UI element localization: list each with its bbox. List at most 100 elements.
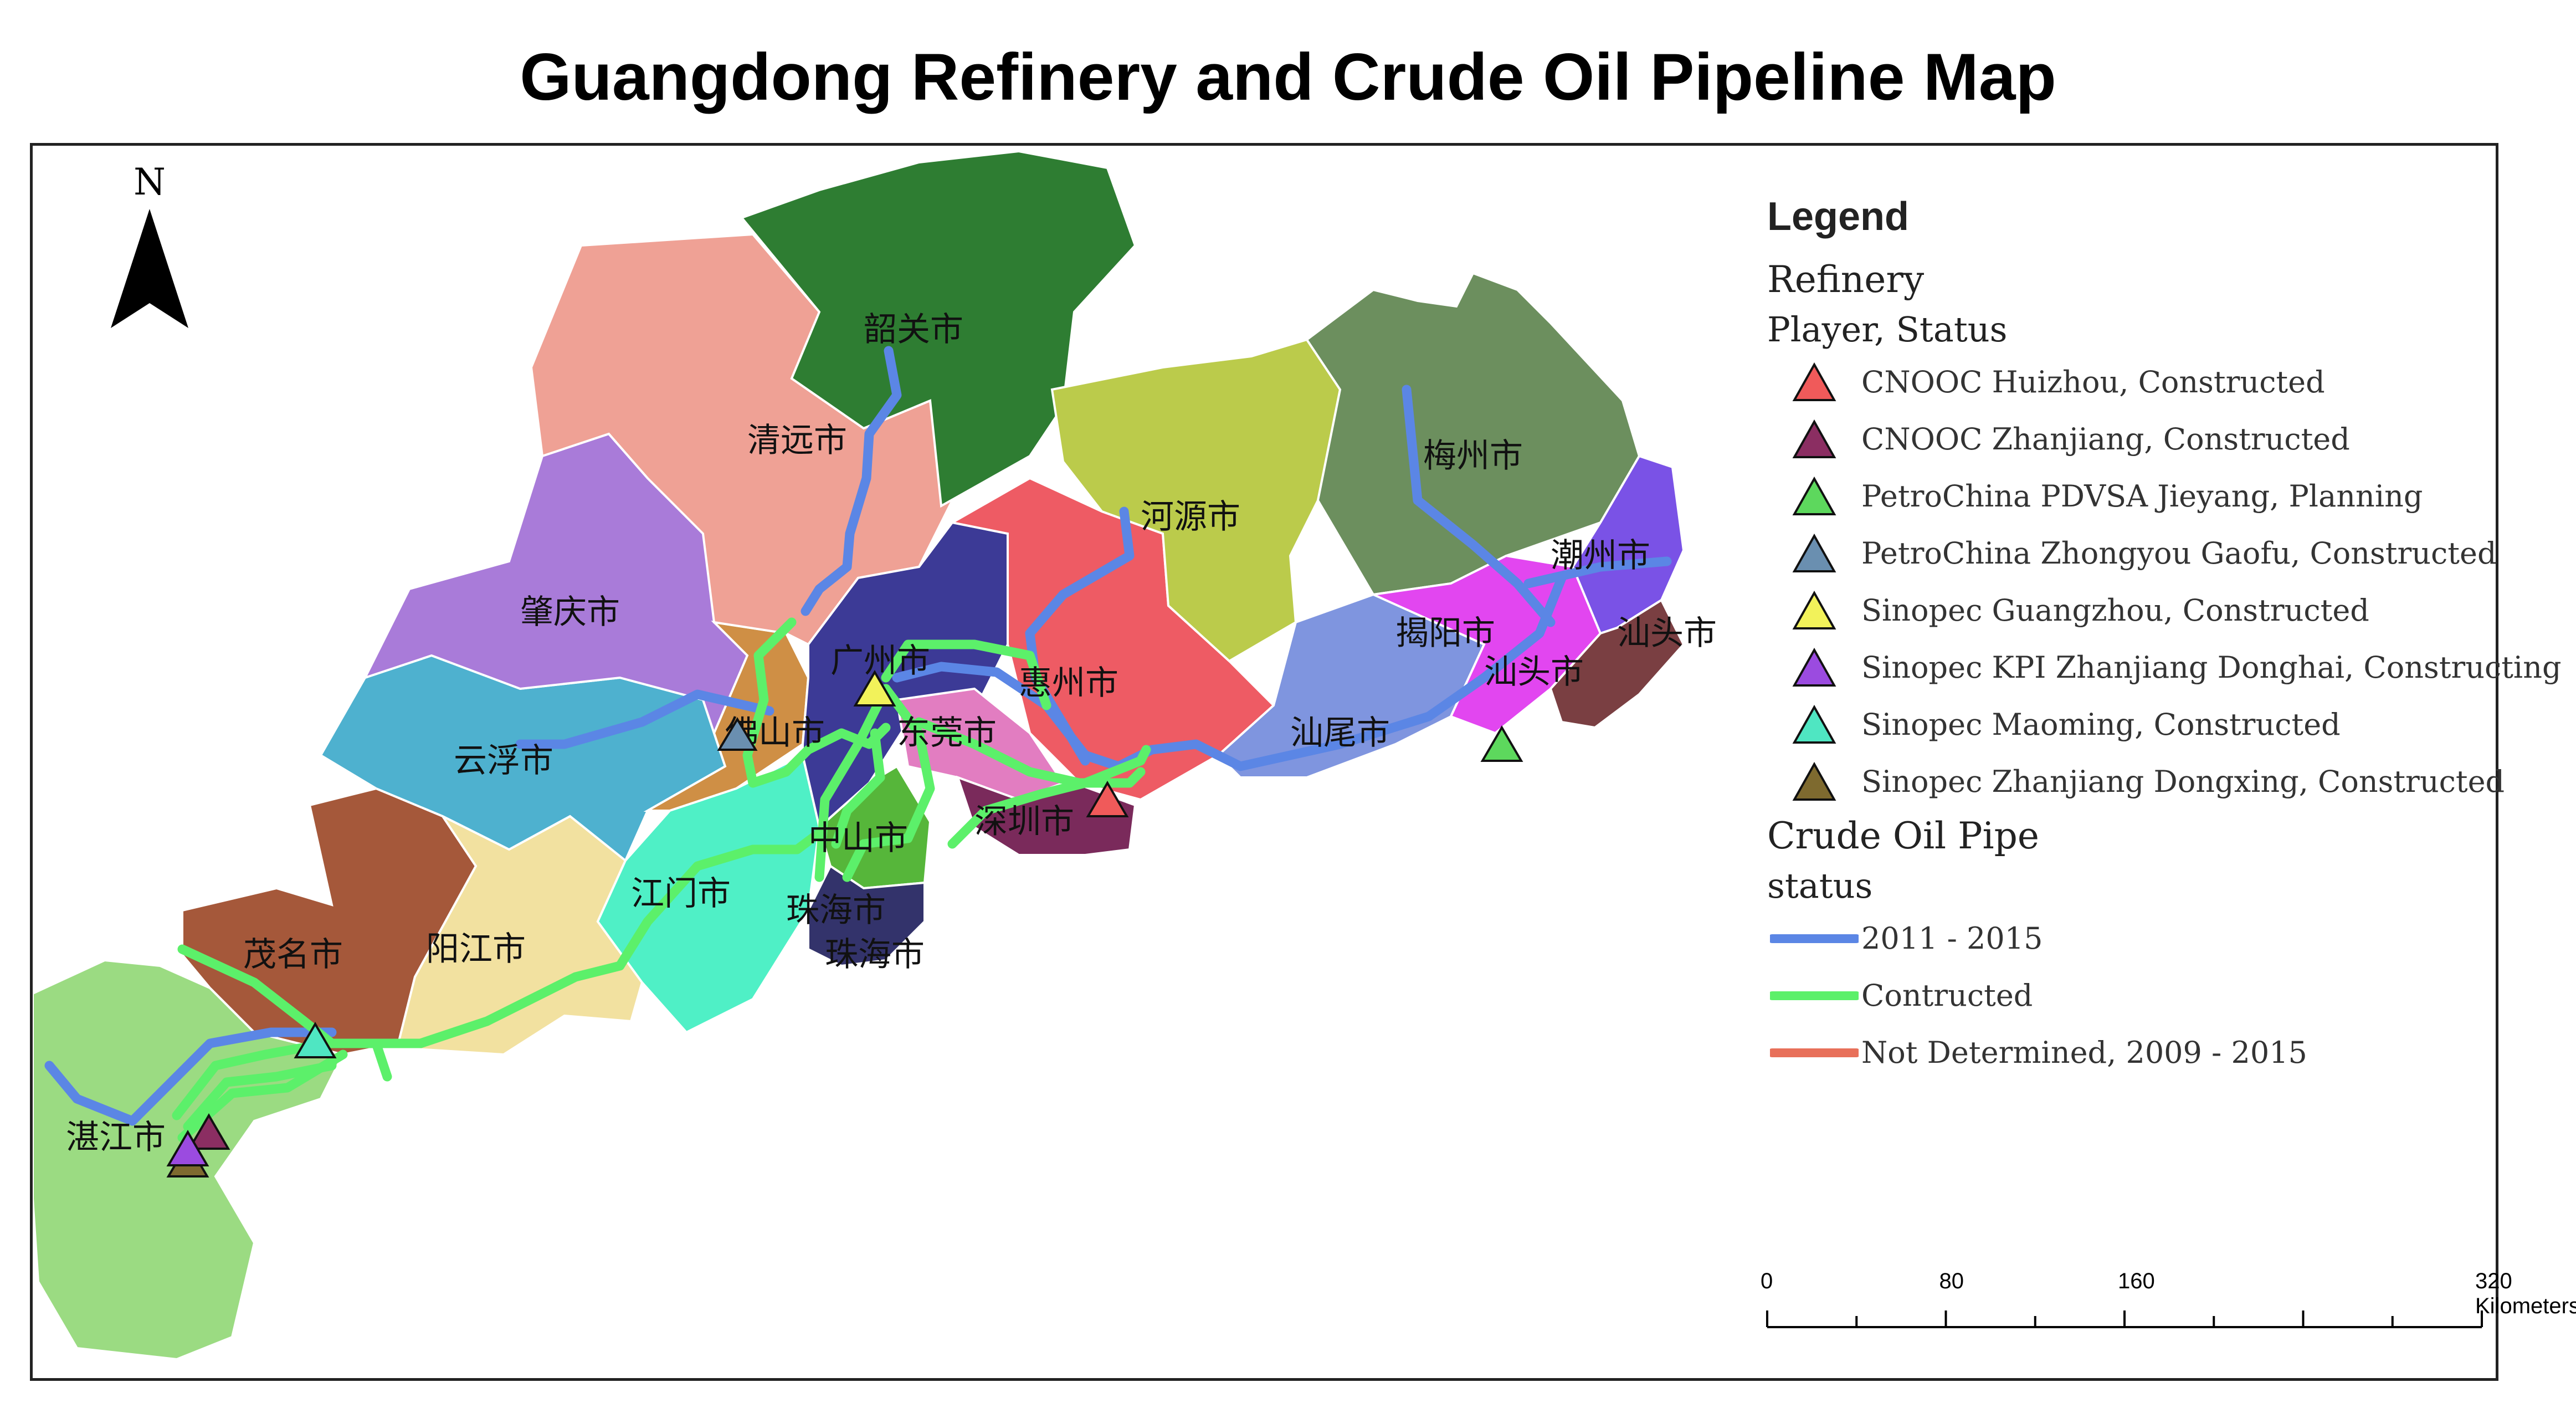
city-label: 湛江市 [66, 1118, 166, 1157]
city-label: 揭阳市 [1395, 614, 1495, 653]
legend-item-refinery-sinopec-dongxing: Sinopec Zhanjiang Dongxing, Constructed [1767, 753, 2562, 810]
region-layer [33, 150, 1685, 1361]
legend-item-label: Sinopec Guangzhou, Constructed [1861, 593, 2369, 628]
city-label: 深圳市 [974, 802, 1074, 841]
city-label: 珠海市 [786, 891, 886, 930]
refinery-marker-cnooc-huizhou[interactable] [1086, 781, 1129, 817]
city-label: 汕头市 [1617, 614, 1717, 653]
city-label: 中山市 [808, 819, 908, 858]
pipeline-constructed[interactable] [831, 728, 885, 849]
line-swatch-icon [1767, 914, 1861, 964]
pipeline-constructed[interactable] [842, 684, 935, 882]
legend-item-label: Sinopec Zhanjiang Dongxing, Constructed [1861, 764, 2505, 799]
pipeline-constructed[interactable] [814, 684, 891, 882]
legend-item-refinery-cnooc-zhanjiang: CNOOC Zhanjiang, Constructed [1767, 411, 2562, 468]
triangle-icon [1767, 700, 1861, 750]
legend: Legend Refinery Player, Status CNOOC Hui… [1767, 194, 2562, 1081]
triangle-icon [1767, 643, 1861, 693]
region-shantou[interactable] [1549, 598, 1685, 729]
city-label-layer: 韶关市 清远市 肇庆市 云浮市 佛山市 广州市 东莞市 惠州市 河源市 梅州市 … [66, 310, 1717, 1157]
pipeline-constructed[interactable] [914, 717, 1146, 788]
city-label: 河源市 [1141, 498, 1240, 536]
region-heyuan[interactable] [1050, 338, 1342, 663]
city-label: 广州市 [830, 642, 930, 680]
refinery-marker-layer [166, 670, 1523, 1178]
triangle-icon [1767, 586, 1861, 636]
pipeline-2011-2015[interactable] [1402, 385, 1556, 627]
pipeline-constructed[interactable] [947, 745, 1151, 849]
region-meizhou[interactable] [1305, 272, 1641, 596]
legend-refinery-subheading: Player, Status [1767, 309, 2008, 350]
city-label: 东莞市 [897, 714, 997, 752]
legend-item-label: Sinopec KPI Zhanjiang Donghai, Construct… [1861, 650, 2562, 685]
pipeline-constructed[interactable] [172, 1038, 392, 1120]
triangle-icon [1767, 757, 1861, 807]
legend-item-label: 2011 - 2015 [1861, 921, 2043, 956]
legend-item-label: Contructed [1861, 978, 2033, 1013]
legend-pipe-heading: Crude Oil Pipe [1767, 815, 2039, 857]
refinery-marker-petrochina-gaofu[interactable] [717, 717, 758, 751]
line-swatch-icon [1767, 971, 1861, 1021]
legend-item-pipe-pnd: Not Determined, 2009 - 2015 [1767, 1024, 2562, 1081]
city-label: 阳江市 [426, 930, 526, 969]
legend-item-pipe-p2011: 2011 - 2015 [1767, 910, 2562, 967]
map-frame: 韶关市 清远市 肇庆市 云浮市 佛山市 广州市 东莞市 惠州市 河源市 梅州市 … [30, 143, 2498, 1381]
pipeline-2011-2015[interactable] [800, 346, 902, 616]
legend-item-label: Sinopec Maoming, Constructed [1861, 707, 2341, 742]
pipeline-constructed[interactable] [881, 639, 1051, 710]
refinery-marker-sinopec-guangzhou[interactable] [853, 670, 896, 706]
legend-item-label: CNOOC Huizhou, Constructed [1861, 365, 2325, 400]
legend-refinery-heading: Refinery [1767, 258, 1925, 301]
map-title: Guangdong Refinery and Crude Oil Pipelin… [520, 40, 2056, 114]
legend-item-label: PetroChina Zhongyou Gaofu, Constructed [1861, 536, 2497, 571]
city-label: 汕尾市 [1290, 714, 1390, 752]
scale-label: 0 [1761, 1269, 1773, 1293]
region-zhuhai[interactable] [807, 864, 926, 967]
legend-item-label: Not Determined, 2009 - 2015 [1861, 1035, 2307, 1070]
refinery-marker-petrochina-jieyang[interactable] [1480, 725, 1523, 762]
pipeline-constructed[interactable] [177, 1049, 348, 1143]
north-arrow-icon [111, 209, 188, 328]
legend-item-refinery-cnooc-huizhou: CNOOC Huizhou, Constructed [1767, 354, 2562, 411]
line-swatch-icon [1767, 1028, 1861, 1078]
pipeline-2011-2015[interactable] [892, 573, 1567, 771]
legend-item-label: CNOOC Zhanjiang, Constructed [1861, 422, 2350, 457]
city-label: 茂名市 [243, 935, 343, 974]
scale-label: 320 Kilometers [2475, 1269, 2576, 1318]
legend-item-refinery-sinopec-maoming: Sinopec Maoming, Constructed [1767, 696, 2562, 753]
triangle-icon [1767, 414, 1861, 464]
city-label: 韶关市 [864, 310, 963, 349]
city-label: 汕头市 [1484, 653, 1584, 692]
scale-label: 80 [1939, 1269, 1964, 1293]
pipeline-constructed[interactable] [742, 617, 891, 788]
triangle-icon [1767, 472, 1861, 521]
guangdong-map: 韶关市 清远市 肇庆市 云浮市 佛山市 广州市 东莞市 惠州市 河源市 梅州市 … [33, 150, 1717, 1361]
legend-item-refinery-petrochina-jieyang: PetroChina PDVSA Jieyang, Planning [1767, 468, 2562, 525]
city-label: 潮州市 [1551, 536, 1650, 575]
scale-label: 160 [2118, 1269, 2155, 1293]
triangle-icon [1767, 357, 1861, 407]
pipeline-2011-2015[interactable] [515, 689, 774, 749]
pipeline-2011-2015[interactable] [1523, 556, 1672, 588]
legend-item-pipe-pcon: Contructed [1767, 967, 2562, 1024]
city-label: 惠州市 [1019, 664, 1118, 703]
pipeline-layer [44, 346, 1672, 1143]
legend-title: Legend [1767, 194, 1910, 239]
north-label: N [134, 161, 166, 203]
city-label: 江门市 [631, 874, 731, 913]
legend-item-refinery-petrochina-gaofu: PetroChina Zhongyou Gaofu, Constructed [1767, 525, 2562, 582]
pipeline-constructed[interactable] [183, 1061, 337, 1132]
city-label: 珠海市 [825, 935, 925, 974]
refinery-marker-sinopec-kpi[interactable] [166, 1130, 209, 1166]
city-label: 云浮市 [454, 741, 553, 780]
refinery-marker-sinopec-maoming[interactable] [294, 1022, 337, 1058]
pipeline-constructed[interactable] [338, 828, 824, 1048]
refinery-marker-cnooc-zhanjiang[interactable] [187, 1113, 230, 1150]
legend-item-refinery-sinopec-kpi: Sinopec KPI Zhanjiang Donghai, Construct… [1767, 639, 2562, 696]
region-jiangmen[interactable] [596, 754, 821, 1034]
legend-pipe-subheading: status [1767, 866, 1873, 906]
pipeline-2011-2015[interactable] [1025, 506, 1135, 766]
triangle-icon [1767, 529, 1861, 578]
pipeline-2011-2015[interactable] [44, 1027, 337, 1126]
scale-bar: 0 80 160 320 Kilometers [1751, 1269, 2576, 1335]
